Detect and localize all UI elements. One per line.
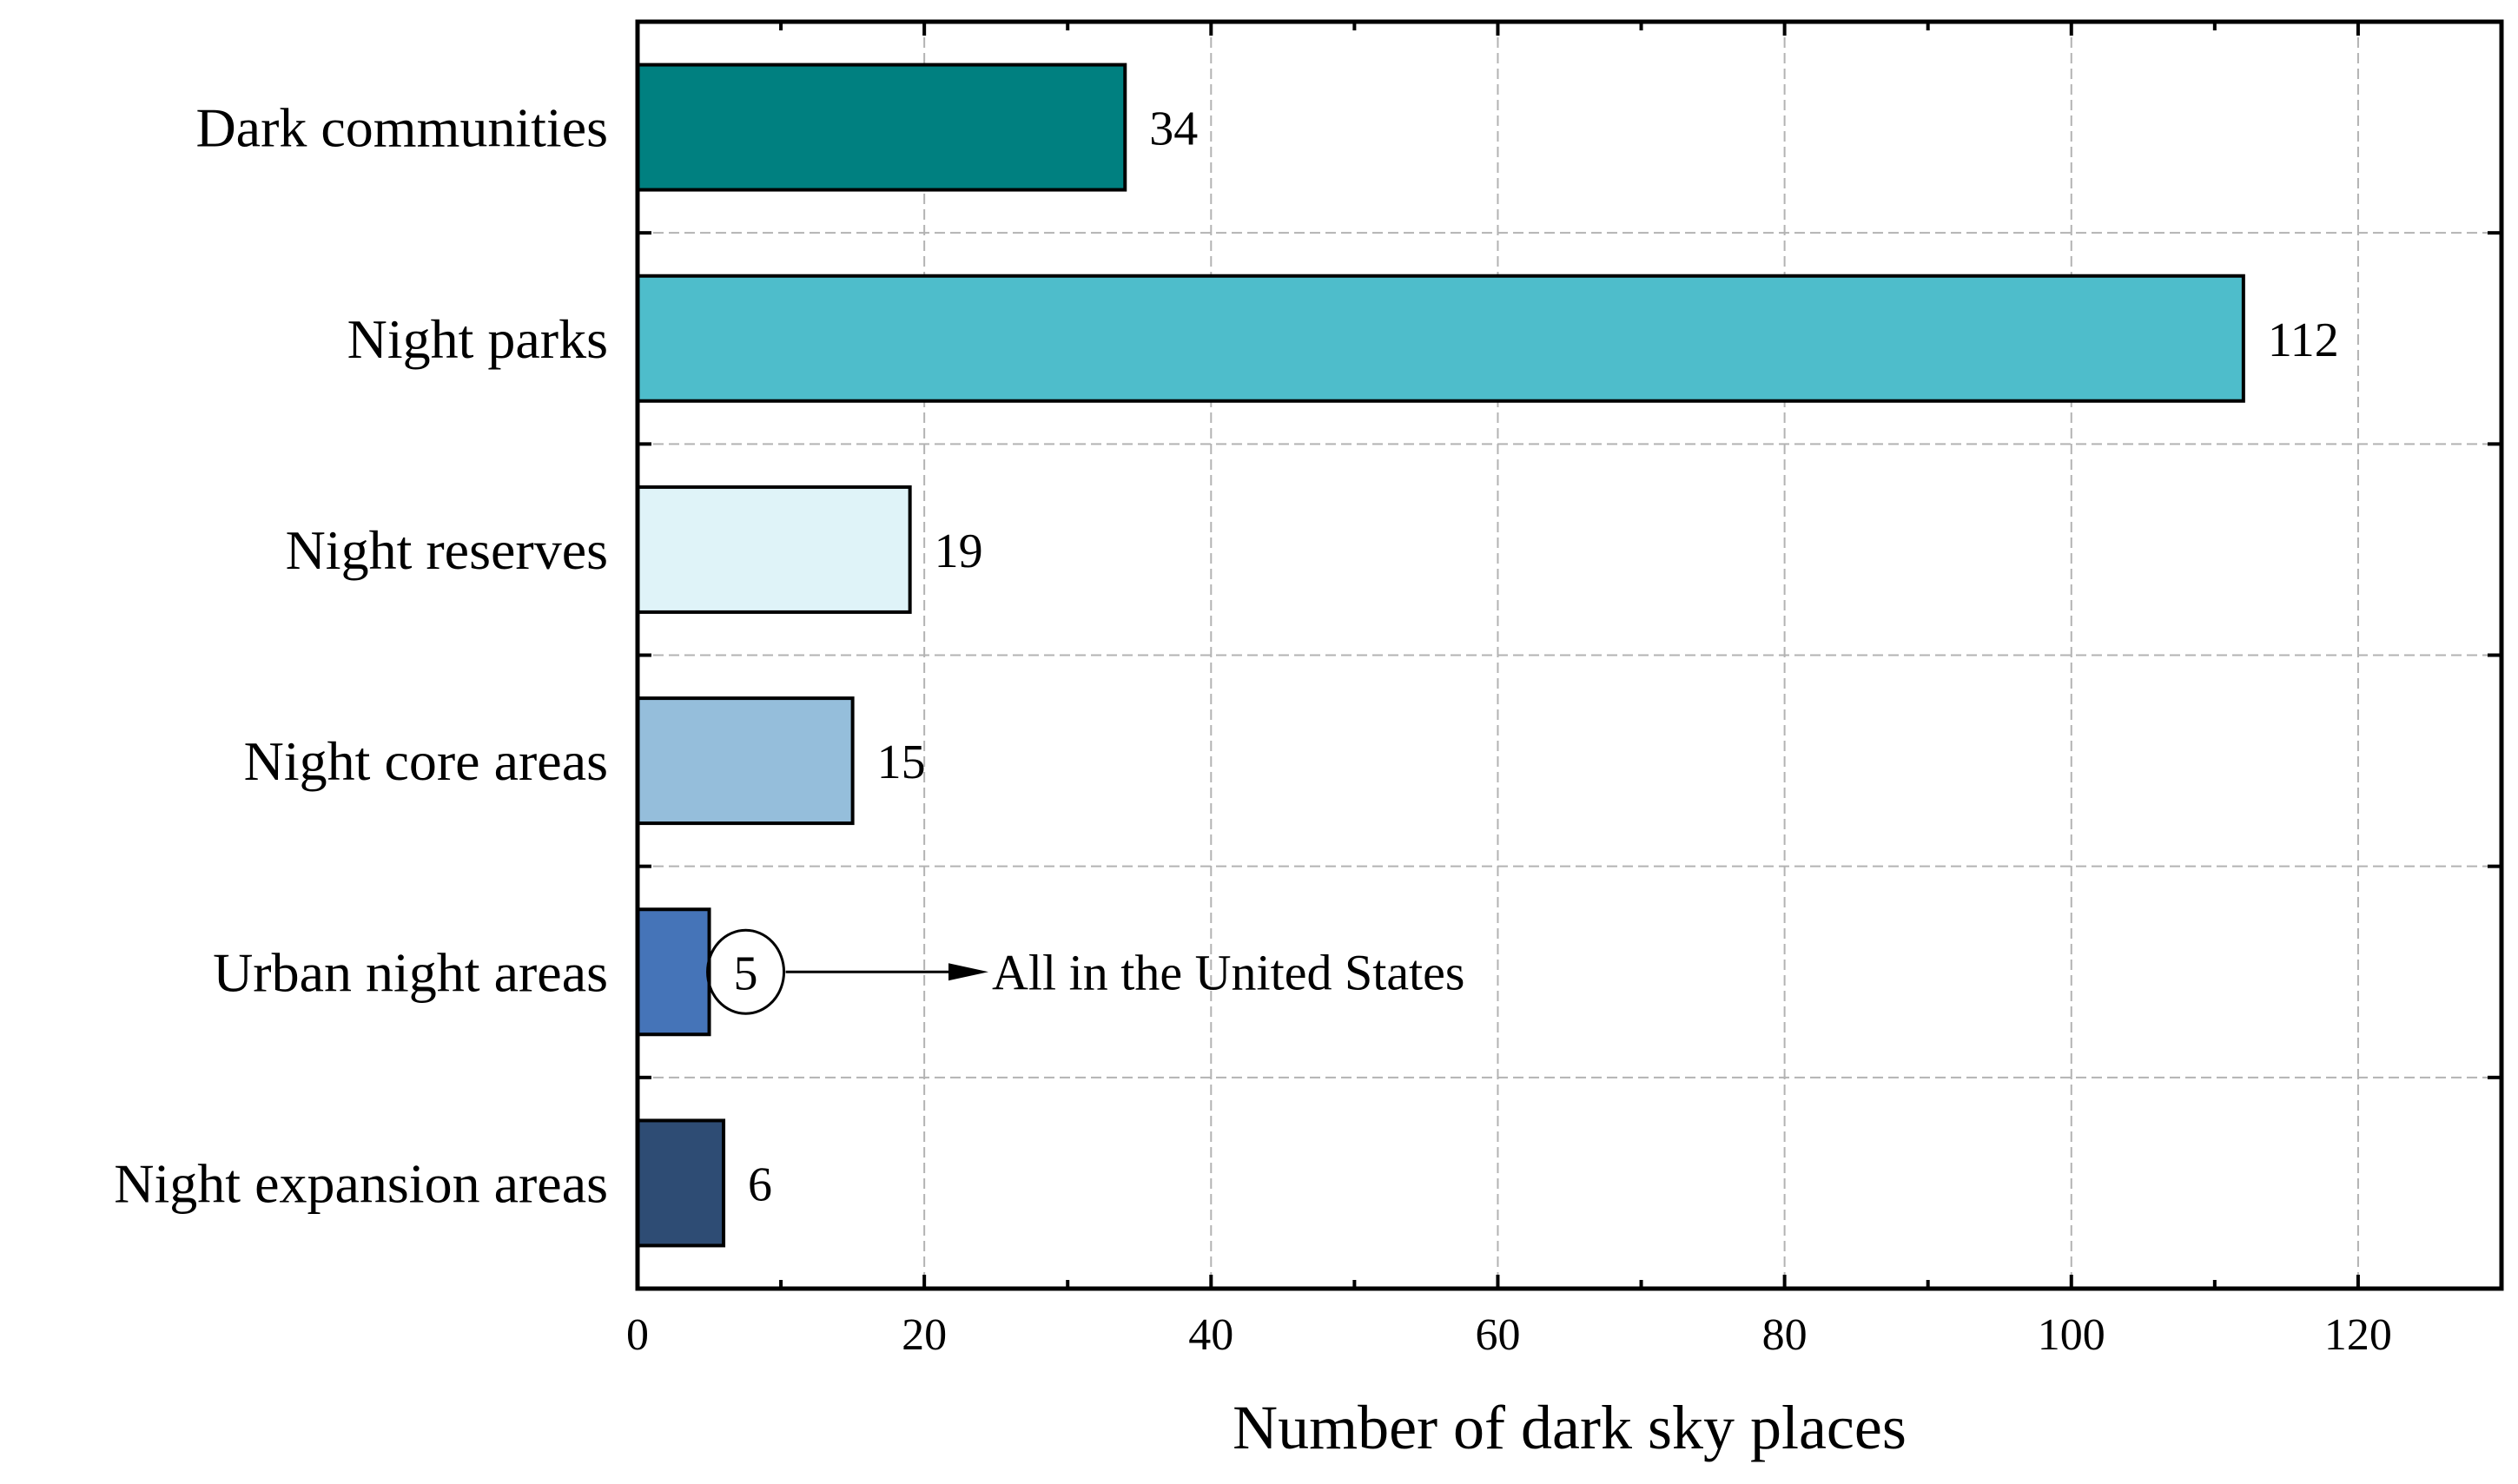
annotation-circle bbox=[706, 928, 786, 1015]
x-tick-labels: 0 20 40 60 80 100 120 bbox=[626, 1310, 2392, 1360]
x-tick-label: 120 bbox=[2324, 1310, 2392, 1360]
category-label: Night reserves bbox=[286, 519, 608, 581]
bar bbox=[636, 63, 1127, 192]
data-label: 5 bbox=[734, 946, 758, 1000]
bar bbox=[636, 907, 711, 1037]
category-label: Dark communities bbox=[195, 97, 608, 159]
x-tick-label: 40 bbox=[1188, 1310, 1233, 1360]
category-label: Night parks bbox=[347, 308, 608, 370]
x-tick-label: 80 bbox=[1762, 1310, 1808, 1360]
bar bbox=[636, 274, 2245, 403]
x-tick-label: 60 bbox=[1475, 1310, 1520, 1360]
x-tick-label: 20 bbox=[902, 1310, 947, 1360]
category-label: Night expansion areas bbox=[114, 1152, 608, 1214]
bar bbox=[636, 1118, 726, 1248]
category-label: Night core areas bbox=[244, 730, 608, 792]
annotation: All in the United States bbox=[706, 928, 1465, 1015]
data-label: 19 bbox=[935, 524, 983, 578]
category-label: Urban night areas bbox=[213, 941, 608, 1003]
grid-lines bbox=[638, 22, 2501, 1289]
bar bbox=[636, 485, 912, 614]
bar bbox=[636, 696, 855, 826]
x-tick-label: 100 bbox=[2038, 1310, 2105, 1360]
data-label: 112 bbox=[2268, 313, 2339, 367]
plot-frame bbox=[635, 19, 2504, 1291]
data-labels: 34 112 19 15 5 6 bbox=[734, 102, 2339, 1212]
data-label: 6 bbox=[748, 1158, 772, 1211]
x-tick-label: 0 bbox=[626, 1310, 649, 1360]
annotation-arrow-head bbox=[948, 963, 988, 981]
x-axis-title: Number of dark sky places bbox=[1233, 1393, 1907, 1462]
data-label: 34 bbox=[1149, 102, 1198, 156]
data-label: 15 bbox=[877, 735, 926, 789]
annotation-text: All in the United States bbox=[992, 944, 1465, 1000]
category-labels: Dark communities Night parks Night reserve… bbox=[114, 97, 608, 1215]
